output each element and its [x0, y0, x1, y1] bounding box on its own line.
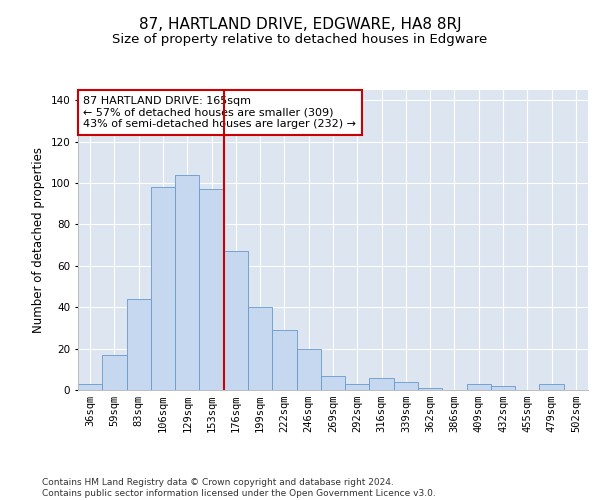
Bar	[321, 376, 345, 390]
Bar	[345, 384, 370, 390]
Bar	[127, 299, 151, 390]
Text: Size of property relative to detached houses in Edgware: Size of property relative to detached ho…	[112, 32, 488, 46]
Bar	[467, 384, 491, 390]
Bar	[539, 384, 564, 390]
Bar	[224, 252, 248, 390]
Bar	[272, 330, 296, 390]
Bar	[175, 175, 199, 390]
Bar	[199, 190, 224, 390]
Bar	[418, 388, 442, 390]
Bar	[296, 348, 321, 390]
Text: 87 HARTLAND DRIVE: 165sqm
← 57% of detached houses are smaller (309)
43% of semi: 87 HARTLAND DRIVE: 165sqm ← 57% of detac…	[83, 96, 356, 129]
Bar	[248, 307, 272, 390]
Bar	[394, 382, 418, 390]
Text: 87, HARTLAND DRIVE, EDGWARE, HA8 8RJ: 87, HARTLAND DRIVE, EDGWARE, HA8 8RJ	[139, 18, 461, 32]
Bar	[102, 355, 127, 390]
Y-axis label: Number of detached properties: Number of detached properties	[32, 147, 45, 333]
Bar	[491, 386, 515, 390]
Text: Contains HM Land Registry data © Crown copyright and database right 2024.
Contai: Contains HM Land Registry data © Crown c…	[42, 478, 436, 498]
Bar	[370, 378, 394, 390]
Bar	[151, 187, 175, 390]
Bar	[78, 384, 102, 390]
